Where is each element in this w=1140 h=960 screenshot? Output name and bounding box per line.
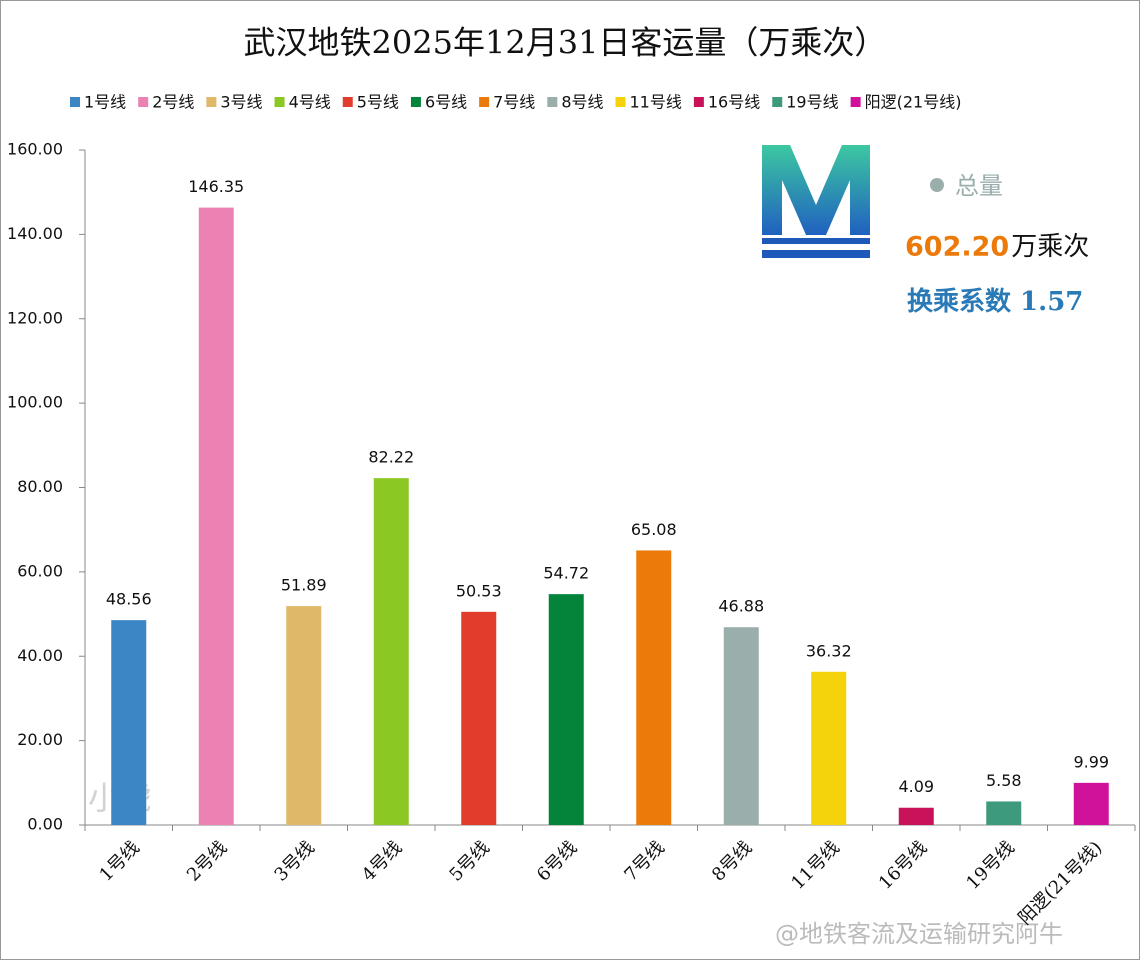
bar — [723, 627, 759, 825]
legend-label: 1号线 — [84, 93, 126, 112]
y-tick-label: 120.00 — [7, 308, 63, 327]
value-label: 36.32 — [806, 641, 852, 660]
total-dot — [930, 178, 944, 192]
legend-label: 16号线 — [708, 93, 760, 112]
bar — [811, 671, 847, 825]
bar — [898, 807, 934, 825]
legend-label: 19号线 — [786, 93, 838, 112]
bar — [461, 611, 497, 825]
legend-label: 2号线 — [152, 93, 194, 112]
legend-label: 4号线 — [289, 93, 331, 112]
watermark: @地铁客流及运输研究阿牛 — [775, 920, 1063, 948]
y-tick-label: 20.00 — [17, 730, 63, 749]
legend-label: 3号线 — [220, 93, 262, 112]
y-tick-label: 100.00 — [7, 393, 63, 412]
chart-title: 武汉地铁2025年12月31日客运量（万乘次） — [244, 24, 887, 62]
bar — [636, 550, 672, 825]
legend-swatch — [206, 97, 217, 107]
value-label: 9.99 — [1073, 752, 1109, 771]
legend-swatch — [342, 97, 353, 107]
total-value: 602.20 — [905, 232, 1009, 263]
value-label: 146.35 — [188, 177, 244, 196]
legend-label: 6号线 — [425, 93, 467, 112]
y-tick-label: 0.00 — [27, 815, 63, 834]
legend-swatch — [479, 97, 490, 107]
legend-swatch — [547, 97, 558, 107]
bar — [198, 207, 234, 825]
legend-label: 5号线 — [357, 93, 399, 112]
legend-swatch — [138, 97, 149, 107]
legend-label: 11号线 — [630, 93, 682, 112]
logo — [762, 145, 870, 258]
legend-swatch — [410, 97, 421, 107]
value-label: 65.08 — [631, 520, 677, 539]
value-label: 48.56 — [106, 590, 152, 609]
value-label: 54.72 — [543, 564, 589, 583]
legend-label: 7号线 — [493, 93, 535, 112]
y-tick-label: 40.00 — [17, 646, 63, 665]
total-label: 总量 — [955, 172, 1003, 200]
bar — [986, 801, 1022, 825]
bar — [1073, 782, 1109, 825]
y-tick-label: 80.00 — [17, 477, 63, 496]
total-unit: 万乘次 — [1011, 232, 1089, 262]
legend-swatch — [274, 97, 285, 107]
legend-swatch — [693, 97, 704, 107]
legend-label: 阳逻(21号线) — [865, 93, 962, 112]
legend-swatch — [850, 97, 861, 107]
value-label: 4.09 — [898, 777, 934, 796]
value-label: 46.88 — [718, 597, 764, 616]
bar — [286, 606, 322, 825]
value-label: 51.89 — [281, 576, 327, 595]
legend-swatch — [772, 97, 783, 107]
bar — [111, 620, 147, 825]
bar — [373, 478, 409, 825]
y-tick-label: 60.00 — [17, 561, 63, 580]
legend-label: 8号线 — [561, 93, 603, 112]
value-label: 82.22 — [368, 448, 414, 467]
y-tick-label: 160.00 — [7, 140, 63, 159]
value-label: 5.58 — [986, 771, 1022, 790]
legend-swatch — [615, 97, 626, 107]
y-tick-label: 140.00 — [7, 224, 63, 243]
transfer-coefficient: 换乘系数 1.57 — [907, 287, 1083, 317]
value-label: 50.53 — [456, 581, 502, 600]
legend-swatch — [70, 97, 80, 107]
bar — [548, 594, 584, 825]
